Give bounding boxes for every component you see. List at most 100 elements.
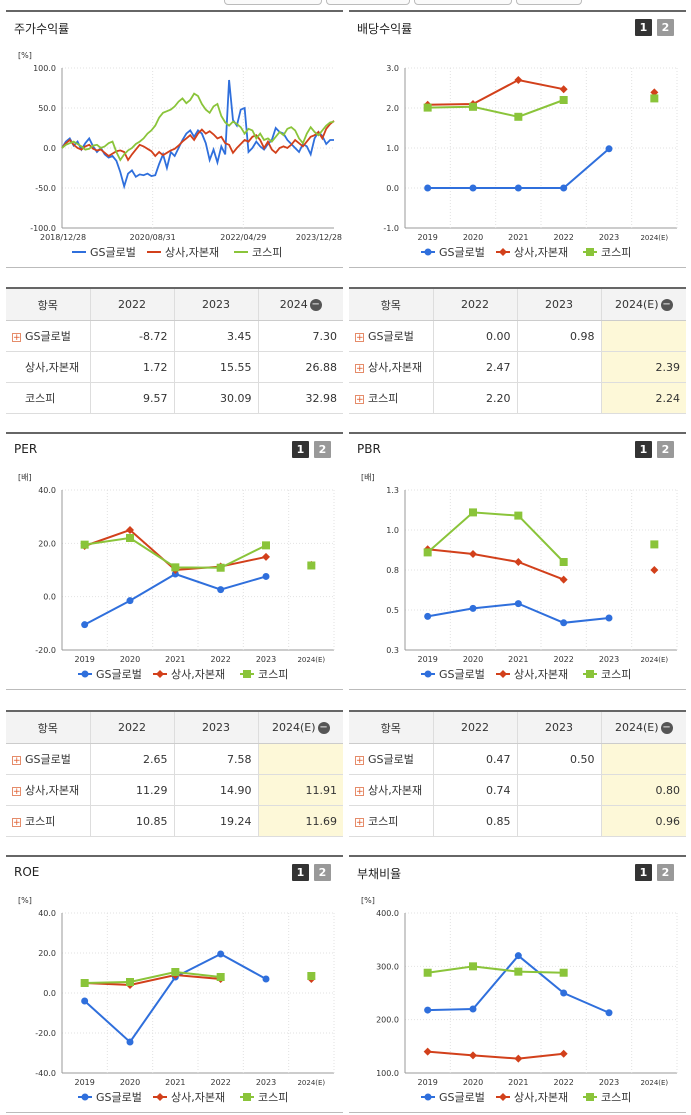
collapse-minus-icon[interactable]: −	[660, 722, 673, 734]
x-tick-label: 2020	[463, 233, 483, 242]
view-2-button[interactable]: 2	[657, 441, 674, 458]
view-2-button[interactable]: 2	[657, 864, 674, 881]
gs-point	[514, 600, 522, 608]
toolbar-button[interactable]	[414, 0, 512, 5]
kospi-point	[469, 962, 477, 971]
kospi-point	[650, 94, 659, 103]
top-toolbar-strip	[0, 0, 691, 6]
value-cell	[516, 382, 601, 414]
sector-point	[650, 566, 659, 574]
legend-label-sector: 상사,자본재	[171, 668, 225, 681]
value-cell	[516, 351, 601, 383]
view-1-button[interactable]: 1	[635, 441, 652, 458]
sector-point	[559, 1049, 568, 1058]
expand-plus-icon[interactable]: +	[355, 786, 364, 797]
gs-point	[81, 997, 89, 1005]
value-cell: 3.45	[173, 320, 258, 352]
gs-point	[262, 572, 270, 580]
row-label: 코스피	[368, 815, 399, 828]
view-1-button[interactable]: 1	[635, 19, 652, 36]
view-1-button[interactable]: 1	[292, 441, 309, 458]
expand-plus-icon[interactable]: +	[355, 363, 364, 374]
gs-point	[424, 1006, 432, 1014]
y-tick-label: 40.0	[38, 909, 56, 918]
row-label-cell: + GS글로벌	[6, 320, 90, 352]
table-header-cell: 2022	[89, 287, 174, 321]
toolbar-button[interactable]	[326, 0, 410, 5]
x-tick-label: 2020	[463, 1078, 483, 1087]
row-label-cell: + 코스피	[349, 382, 433, 414]
y-tick-label: -100.0	[30, 224, 56, 233]
row-label-cell: + 코스피	[6, 805, 90, 837]
value-cell: 15.55	[173, 351, 258, 383]
x-tick-label: 2024(E)	[640, 1079, 668, 1087]
collapse-minus-icon[interactable]: −	[660, 299, 673, 311]
expand-plus-icon[interactable]: +	[355, 817, 364, 828]
view-2-button[interactable]: 2	[314, 441, 331, 458]
expand-plus-icon[interactable]: +	[12, 755, 21, 766]
row-label-cell: + 상사,자본재	[349, 351, 433, 383]
kospi-point	[469, 102, 477, 111]
value-cell: 0.00	[432, 320, 517, 352]
value-cell: -8.72	[89, 320, 174, 352]
series-line-sector	[427, 1050, 564, 1060]
toolbar-button[interactable]	[516, 0, 582, 5]
value-cell: 14.90	[173, 774, 258, 806]
gs-point	[424, 1093, 432, 1101]
table-header-cell: 항목	[349, 710, 433, 744]
view-1-button[interactable]: 1	[292, 864, 309, 881]
x-tick-label: 2020	[463, 655, 483, 664]
expand-plus-icon[interactable]: +	[355, 755, 364, 766]
gs-point	[605, 1009, 613, 1017]
gs-point	[217, 950, 225, 958]
header-label: 2022	[118, 298, 146, 311]
expand-plus-icon[interactable]: +	[355, 394, 364, 405]
expand-plus-icon[interactable]: +	[12, 332, 21, 343]
table-header-cell: 항목	[349, 287, 433, 321]
value-cell: 11.69	[257, 805, 343, 837]
sector-point	[514, 558, 523, 566]
toolbar-button[interactable]	[224, 0, 322, 5]
value-cell: 0.50	[516, 743, 601, 775]
table-header-cell: 2024(E) −	[257, 710, 343, 744]
header-label: 2024	[279, 298, 308, 311]
row-label: 상사,자본재	[368, 361, 423, 374]
value-cell: 2.20	[432, 382, 517, 414]
x-tick-label: 2019	[417, 655, 437, 664]
per-chart: [배] 40.0 20.0 0.0 -20.0 2019 2020 2021 2022 2023 2…	[18, 473, 335, 681]
value-cell: 0.80	[600, 774, 686, 806]
view-1-button[interactable]: 1	[635, 864, 652, 881]
y-tick-label: 400.0	[376, 909, 399, 918]
pbr-panel: PBR 1 2 [배] 1.3 1.0 0.8 0.5 0.3 2019 2020 2021 20…	[349, 432, 686, 690]
value-cell	[516, 805, 601, 837]
series-line-gs	[427, 954, 610, 1014]
panel-title: ROE	[14, 865, 40, 879]
expand-plus-icon[interactable]: +	[355, 332, 364, 343]
collapse-minus-icon[interactable]: −	[309, 299, 322, 311]
y-tick-label: 2.0	[386, 104, 399, 113]
expand-plus-icon[interactable]: +	[12, 786, 21, 797]
kospi-point	[559, 968, 568, 977]
view-2-button[interactable]: 2	[314, 864, 331, 881]
x-tick-label: 2023	[599, 233, 619, 242]
header-label: 2023	[202, 298, 230, 311]
series-line-kospi	[427, 511, 565, 563]
legend-label-gs: GS글로벌	[439, 1091, 485, 1104]
gs-point	[81, 621, 89, 629]
legend-label-kospi: 코스피	[252, 246, 282, 259]
collapse-minus-icon[interactable]: −	[317, 722, 330, 734]
sector-point	[514, 76, 523, 84]
kospi-point	[80, 540, 89, 549]
view-2-button[interactable]: 2	[657, 19, 674, 36]
y-unit-label: [%]	[18, 896, 32, 905]
expand-plus-icon[interactable]: +	[12, 817, 21, 828]
sector-point	[156, 670, 164, 678]
y-tick-label: 200.0	[376, 1016, 399, 1025]
legend-label-sector: 상사,자본재	[514, 668, 568, 681]
gs-point	[81, 670, 89, 678]
roe-chart: [%] 40.0 20.0 0.0 -20.0 -40.0 2019 2020 2021 2022…	[18, 896, 335, 1104]
table-header-cell: 2022	[432, 287, 517, 321]
x-tick-label: 2021	[508, 233, 528, 242]
y-tick-label: 40.0	[38, 486, 56, 495]
